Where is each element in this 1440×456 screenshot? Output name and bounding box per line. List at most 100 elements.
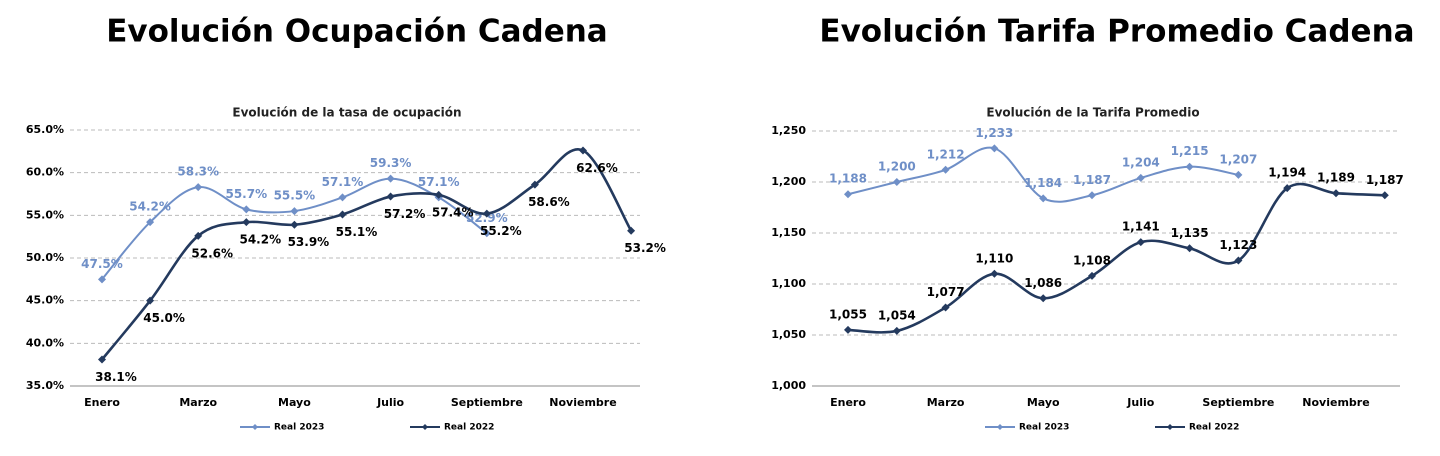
marker	[194, 231, 203, 240]
y-tick-label: 65.0%	[26, 123, 64, 136]
marker	[242, 205, 251, 214]
x-tick-label: Noviembre	[1302, 396, 1369, 409]
data-label: 1,212	[927, 147, 965, 161]
x-tick-label: Marzo	[179, 396, 217, 409]
marker	[941, 303, 950, 312]
x-tick-label: Mayo	[278, 396, 311, 409]
legend-label: Real 2023	[1019, 423, 1069, 433]
marker	[1088, 191, 1096, 200]
marker	[1185, 162, 1194, 171]
marker	[892, 178, 901, 186]
data-label: 1,123	[1219, 238, 1257, 252]
x-tick-label: Noviembre	[549, 396, 616, 409]
y-tick-label: 50.0%	[26, 251, 64, 264]
x-tick-label: Enero	[830, 396, 866, 409]
x-tick-label: Septiembre	[451, 396, 523, 409]
marker	[1234, 256, 1243, 265]
data-label: 1,189	[1317, 171, 1355, 185]
data-label: 1,110	[975, 251, 1013, 265]
marker	[1283, 184, 1292, 193]
marker	[1039, 194, 1048, 203]
marker	[844, 190, 852, 199]
marker	[1039, 294, 1048, 303]
marker	[530, 180, 539, 189]
marker	[1088, 271, 1096, 280]
marker	[290, 220, 299, 229]
marker	[482, 229, 491, 238]
marker	[941, 165, 950, 174]
marker	[990, 144, 999, 153]
data-label: 1,188	[829, 172, 867, 186]
marker	[1136, 173, 1145, 182]
data-label: 55.5%	[274, 189, 316, 203]
y-tick-label: 1,000	[771, 379, 806, 392]
series-line	[847, 182, 1385, 334]
data-label: 55.7%	[225, 187, 267, 201]
marker	[892, 326, 901, 335]
marker	[98, 355, 106, 364]
x-tick-label: Septiembre	[1202, 396, 1274, 409]
data-label: 1,108	[1073, 253, 1111, 267]
series-line	[100, 148, 633, 361]
marker	[990, 269, 999, 278]
legend-marker	[1167, 424, 1173, 430]
data-label: 1,141	[1122, 220, 1160, 234]
marker	[386, 192, 395, 201]
data-label: 1,055	[829, 307, 867, 321]
data-label: 1,135	[1171, 226, 1209, 240]
data-label: 57.2%	[384, 207, 426, 221]
y-tick-label: 40.0%	[26, 336, 64, 349]
marker	[290, 207, 299, 216]
y-tick-label: 1,050	[771, 328, 806, 341]
x-tick-label: Marzo	[927, 396, 965, 409]
data-label: 1,184	[1024, 176, 1062, 190]
y-tick-label: 55.0%	[26, 208, 64, 221]
data-label: 57.4%	[432, 205, 474, 219]
data-label: 52.6%	[191, 246, 233, 260]
data-label: 55.2%	[480, 224, 522, 238]
marker	[434, 190, 443, 199]
marker	[146, 296, 155, 305]
heading: Evolución Tarifa Promedio Cadena	[819, 14, 1414, 50]
y-tick-label: 1,200	[771, 175, 806, 188]
data-label: 1,215	[1171, 144, 1209, 158]
marker	[844, 325, 852, 334]
data-label: 45.0%	[143, 311, 185, 325]
data-label: 52.9%	[466, 211, 508, 225]
legend-marker	[422, 424, 428, 430]
data-label: 38.1%	[95, 370, 137, 384]
marker	[386, 174, 395, 183]
data-label: 47.5%	[81, 257, 123, 271]
data-label: 1,054	[878, 308, 916, 322]
marker	[242, 218, 251, 227]
y-tick-label: 35.0%	[26, 379, 64, 392]
data-label: 57.1%	[418, 175, 460, 189]
chart-title: Evolución de la Tarifa Promedio	[986, 106, 1199, 120]
chart-title: Evolución de la tasa de ocupación	[232, 106, 461, 120]
data-label: 1,200	[878, 160, 916, 174]
legend-marker	[997, 424, 1003, 430]
data-label: 58.6%	[528, 195, 570, 209]
marker	[1380, 191, 1389, 200]
data-label: 54.2%	[239, 233, 281, 247]
data-label: 54.2%	[129, 200, 171, 214]
x-tick-label: Julio	[376, 396, 404, 409]
marker	[1185, 244, 1194, 253]
heading: Evolución Ocupación Cadena	[106, 14, 607, 50]
data-label: 1,194	[1268, 166, 1306, 180]
legend-marker	[252, 424, 258, 430]
legend-label: Real 2023	[274, 423, 324, 433]
data-label: 55.1%	[336, 225, 378, 239]
data-label: 1,187	[1366, 173, 1404, 187]
y-tick-label: 1,250	[771, 124, 806, 137]
data-label: 58.3%	[177, 165, 219, 179]
marker	[627, 226, 636, 235]
data-label: 1,204	[1122, 155, 1160, 169]
x-tick-label: Mayo	[1027, 396, 1060, 409]
marker	[98, 275, 106, 284]
marker	[1332, 189, 1340, 198]
marker	[579, 146, 587, 155]
x-tick-label: Enero	[84, 396, 120, 409]
data-label: 57.1%	[322, 175, 364, 189]
data-label: 53.9%	[288, 235, 330, 249]
